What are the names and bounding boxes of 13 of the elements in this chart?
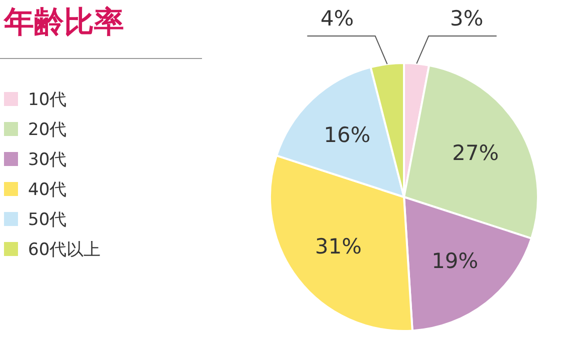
legend-label: 60代以上 [28,238,101,260]
legend-label: 20代 [28,118,67,140]
data-label: 19% [432,249,478,274]
legend-label: 10代 [28,88,67,110]
data-label: 16% [324,122,370,147]
data-label: 27% [452,141,499,166]
data-label: 3% [450,6,484,30]
chart-title: 年齢比率 [4,4,124,42]
legend-label: 40代 [28,178,67,200]
legend-label: 50代 [28,208,67,230]
data-label: 4% [320,6,354,30]
legend-label: 30代 [28,148,67,170]
data-label: 31% [315,234,362,258]
